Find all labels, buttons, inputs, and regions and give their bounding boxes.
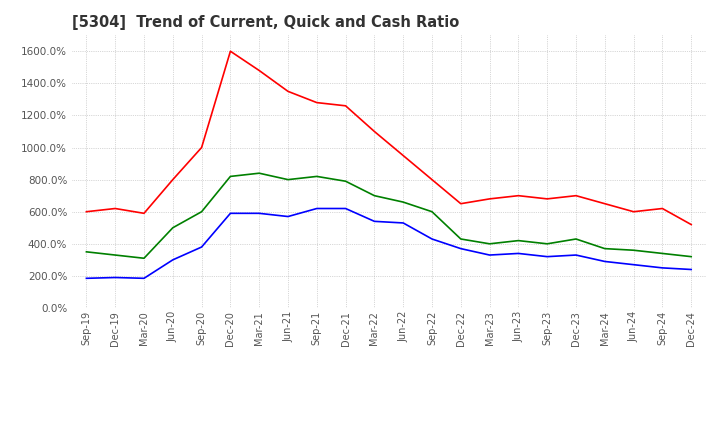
Current Ratio	[514, 193, 523, 198]
Quick Ratio	[514, 238, 523, 243]
Cash Ratio	[572, 253, 580, 258]
Cash Ratio	[312, 206, 321, 211]
Current Ratio	[572, 193, 580, 198]
Current Ratio	[312, 100, 321, 105]
Cash Ratio	[140, 276, 148, 281]
Cash Ratio	[168, 257, 177, 263]
Quick Ratio	[658, 251, 667, 256]
Cash Ratio	[197, 244, 206, 249]
Cash Ratio	[341, 206, 350, 211]
Line: Cash Ratio: Cash Ratio	[86, 209, 691, 279]
Current Ratio	[255, 68, 264, 73]
Cash Ratio	[543, 254, 552, 259]
Cash Ratio	[485, 253, 494, 258]
Quick Ratio	[312, 174, 321, 179]
Quick Ratio	[168, 225, 177, 231]
Current Ratio	[600, 201, 609, 206]
Current Ratio	[658, 206, 667, 211]
Cash Ratio	[370, 219, 379, 224]
Current Ratio	[140, 211, 148, 216]
Quick Ratio	[399, 199, 408, 205]
Current Ratio	[284, 89, 292, 94]
Quick Ratio	[572, 236, 580, 242]
Current Ratio	[428, 177, 436, 182]
Current Ratio	[399, 153, 408, 158]
Quick Ratio	[485, 241, 494, 246]
Quick Ratio	[687, 254, 696, 259]
Cash Ratio	[82, 276, 91, 281]
Quick Ratio	[140, 256, 148, 261]
Current Ratio	[111, 206, 120, 211]
Quick Ratio	[111, 253, 120, 258]
Cash Ratio	[255, 211, 264, 216]
Quick Ratio	[255, 171, 264, 176]
Quick Ratio	[370, 193, 379, 198]
Quick Ratio	[197, 209, 206, 214]
Cash Ratio	[428, 236, 436, 242]
Quick Ratio	[543, 241, 552, 246]
Text: [5304]  Trend of Current, Quick and Cash Ratio: [5304] Trend of Current, Quick and Cash …	[72, 15, 459, 30]
Current Ratio	[341, 103, 350, 108]
Current Ratio	[687, 222, 696, 227]
Line: Current Ratio: Current Ratio	[86, 51, 691, 224]
Quick Ratio	[82, 249, 91, 254]
Current Ratio	[629, 209, 638, 214]
Line: Quick Ratio: Quick Ratio	[86, 173, 691, 258]
Cash Ratio	[629, 262, 638, 268]
Cash Ratio	[111, 275, 120, 280]
Current Ratio	[197, 145, 206, 150]
Current Ratio	[370, 129, 379, 134]
Cash Ratio	[658, 265, 667, 271]
Quick Ratio	[284, 177, 292, 182]
Current Ratio	[543, 196, 552, 202]
Quick Ratio	[629, 248, 638, 253]
Cash Ratio	[226, 211, 235, 216]
Current Ratio	[168, 177, 177, 182]
Cash Ratio	[284, 214, 292, 219]
Current Ratio	[82, 209, 91, 214]
Current Ratio	[485, 196, 494, 202]
Current Ratio	[226, 48, 235, 54]
Quick Ratio	[428, 209, 436, 214]
Cash Ratio	[687, 267, 696, 272]
Cash Ratio	[456, 246, 465, 251]
Cash Ratio	[514, 251, 523, 256]
Quick Ratio	[600, 246, 609, 251]
Current Ratio	[456, 201, 465, 206]
Quick Ratio	[341, 179, 350, 184]
Cash Ratio	[600, 259, 609, 264]
Quick Ratio	[456, 236, 465, 242]
Cash Ratio	[399, 220, 408, 226]
Quick Ratio	[226, 174, 235, 179]
